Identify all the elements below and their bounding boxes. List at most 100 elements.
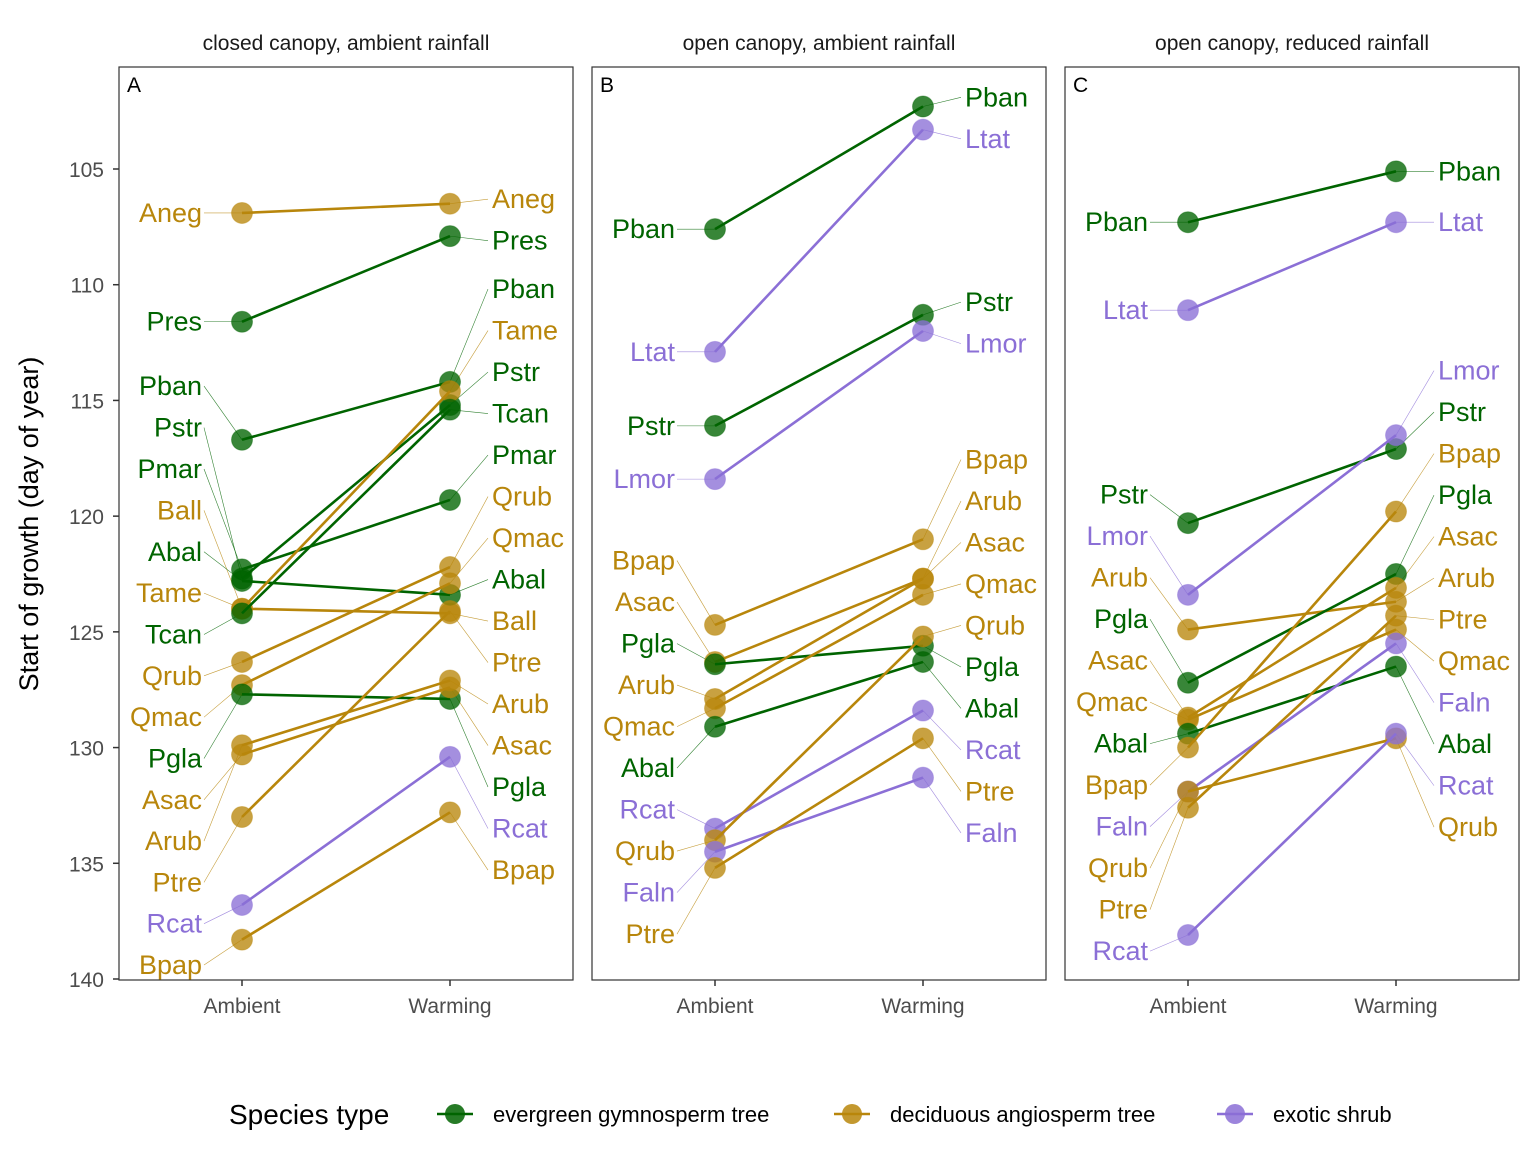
series-line-pmar <box>241 498 451 571</box>
point-label: Rcat <box>965 735 1021 765</box>
point-label: Ltat <box>1438 207 1484 237</box>
label-leader <box>922 459 962 540</box>
label-leader <box>203 816 243 883</box>
point-ambient-qmac <box>704 697 726 720</box>
point-label: Pgla <box>965 652 1020 682</box>
point-ambient-lmor <box>1177 583 1199 606</box>
point-warming-lmor <box>912 320 934 342</box>
series-line-rcat <box>1187 732 1397 936</box>
point-label: Ltat <box>630 337 676 367</box>
point-label: Qrub <box>492 482 552 512</box>
label-leader <box>922 777 962 834</box>
point-ambient-arub <box>231 734 253 757</box>
series-line-pban <box>1187 170 1397 224</box>
point-warming-ltat <box>912 118 934 141</box>
point-label: Ptre <box>152 867 202 897</box>
label-leader <box>449 812 489 871</box>
series-line-abal <box>714 660 924 728</box>
series-line-abal <box>1187 665 1397 735</box>
point-warming-lmor <box>1385 424 1407 447</box>
point-label: Pban <box>965 82 1028 112</box>
point-label: Bpap <box>1085 770 1148 800</box>
point-label: Aneg <box>139 198 202 228</box>
legend-key-point <box>445 1104 465 1124</box>
point-label: Asac <box>1438 522 1498 552</box>
series-line-ltat <box>1187 221 1397 312</box>
point-label: Bpap <box>612 546 675 576</box>
point-label: Pban <box>492 274 555 304</box>
series-line-bpap <box>1187 510 1397 749</box>
point-warming-abal <box>1385 655 1407 678</box>
label-leader <box>1149 807 1189 910</box>
series-line-arub <box>1187 600 1397 631</box>
point-label: Abal <box>148 537 202 567</box>
panel-frame <box>1064 66 1520 981</box>
legend-item-exotic: exotic shrub <box>1217 1102 1392 1127</box>
point-label: Pmar <box>137 454 202 484</box>
point-warming-bpap <box>912 528 934 551</box>
point-warming-pres <box>439 225 461 248</box>
point-label: Ptre <box>965 776 1015 806</box>
point-label: Pstr <box>627 411 675 441</box>
series-line-qmac <box>1187 628 1397 721</box>
point-ambient-bpap <box>704 613 726 636</box>
y-tick-label: 130 <box>69 738 104 761</box>
point-label: Abal <box>621 753 675 783</box>
series-line-pgla <box>714 644 924 666</box>
legend-label: deciduous angiosperm tree <box>890 1102 1155 1127</box>
point-ambient-pstr <box>1177 512 1199 535</box>
point-ambient-pban <box>231 428 253 451</box>
point-label: Abal <box>492 565 546 595</box>
point-label: Qrub <box>1438 812 1498 842</box>
point-label: Pgla <box>1094 604 1149 634</box>
point-label: Pstr <box>1100 480 1148 510</box>
point-label: Qrub <box>615 836 675 866</box>
point-ambient-abal <box>704 715 726 738</box>
series-line-qrub <box>1187 737 1397 793</box>
point-label: Ptre <box>1098 895 1148 925</box>
point-warming-bpap <box>439 801 461 824</box>
point-ambient-rcat <box>1177 924 1199 947</box>
legend-label: exotic shrub <box>1273 1102 1392 1127</box>
labels: Pban Ltat Pstr Lmor Bpap Asac Pgla Arub Qmac Abal… <box>603 82 1037 949</box>
labels: Aneg Pres Pban Pstr Pmar Ball Abal Tame Tcan Qrub… <box>130 184 564 980</box>
point-label: Ptre <box>1438 605 1488 635</box>
point-ambient-tcan <box>231 602 253 625</box>
point-ambient-pban <box>1177 211 1199 234</box>
point-label: Qmac <box>965 569 1037 599</box>
series-line-pban <box>241 380 451 442</box>
point-label: Pban <box>612 214 675 244</box>
point-label: Arub <box>965 486 1022 516</box>
series-line-ptre <box>241 610 451 818</box>
point-warming-qrub <box>912 625 934 648</box>
point-label: Arub <box>492 689 549 719</box>
point-ambient-aneg <box>231 201 253 224</box>
point-warming-rcat <box>1385 722 1407 745</box>
point-ambient-ptre <box>231 806 253 828</box>
point-label: Rcat <box>492 814 548 844</box>
x-tick-label: Warming <box>881 995 964 1018</box>
label-leader <box>1149 577 1189 630</box>
panel-a: closed canopy, ambient rainfall A Ambient W… <box>118 32 574 1018</box>
point-label: Pstr <box>965 287 1013 317</box>
legend-item-deciduous: deciduous angiosperm tree <box>834 1102 1155 1127</box>
point-label: Ltat <box>1103 295 1149 325</box>
series-line-asac <box>714 577 924 664</box>
point-label: Qmac <box>130 702 202 732</box>
point-warming-abal <box>912 650 934 673</box>
series-line-rcat <box>714 709 924 830</box>
point-label: Faln <box>1438 688 1491 718</box>
point-label: Ball <box>157 495 202 525</box>
point-label: Pgla <box>1438 480 1493 510</box>
series-line-qmac <box>241 582 451 687</box>
point-warming-tame <box>439 380 461 403</box>
label-leader <box>1395 738 1435 828</box>
point-warming-faln <box>1385 632 1407 655</box>
point-label: Tcan <box>492 399 549 429</box>
series-line-ltat <box>714 128 924 353</box>
label-leader <box>1395 666 1435 745</box>
point-label: Bpap <box>965 444 1028 474</box>
series-line-faln <box>1187 642 1397 793</box>
point-warming-ptre <box>1385 604 1407 627</box>
